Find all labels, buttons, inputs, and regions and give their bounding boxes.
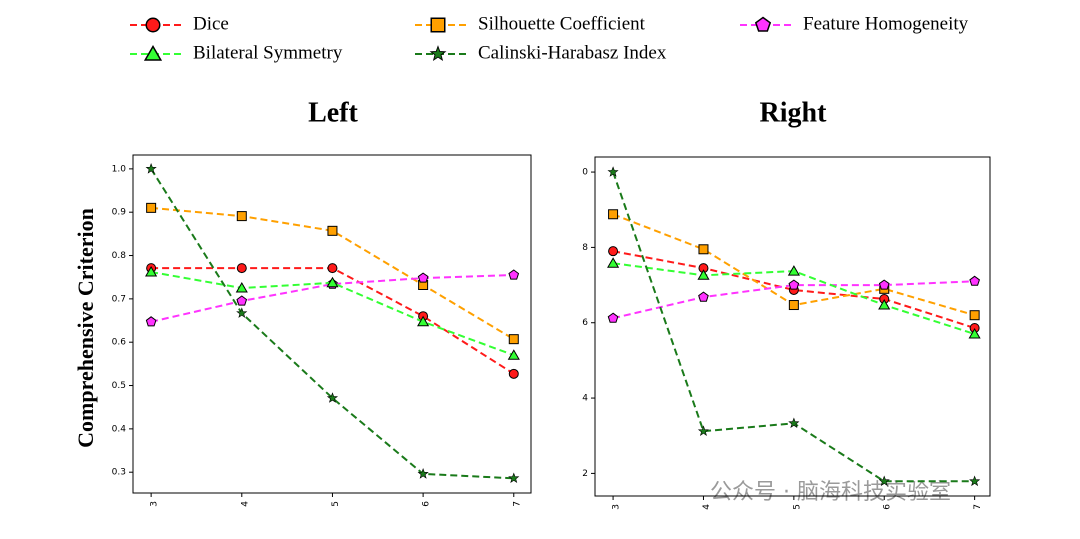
x-tick-label: 7 (512, 501, 522, 507)
marker (417, 468, 429, 479)
marker (788, 300, 799, 311)
legend-label: Silhouette Coefficient (478, 13, 646, 34)
marker (788, 417, 800, 428)
x-tick-label: 7 (973, 504, 983, 510)
legend-marker (145, 17, 161, 33)
marker (236, 211, 247, 222)
y-tick-label: 1.0 (112, 164, 127, 174)
legend-marker (754, 16, 772, 32)
y-tick-label: 0.4 (112, 424, 127, 434)
marker (607, 257, 620, 268)
y-axis-label: Comprehensive Criterion (73, 208, 98, 448)
marker (969, 310, 980, 321)
y-tick-label: 0 (582, 168, 588, 178)
y-tick-label: 6 (582, 318, 588, 328)
legend-label: Feature Homogeneity (803, 13, 969, 34)
x-tick-label: 5 (331, 501, 341, 507)
y-tick-label: 4 (582, 394, 588, 404)
x-tick-label: 5 (792, 504, 802, 510)
marker (507, 349, 520, 360)
marker (969, 475, 981, 487)
legend-marker (429, 45, 447, 62)
marker (508, 269, 520, 280)
x-tick-label: 6 (422, 501, 432, 507)
marker (508, 368, 519, 379)
marker (788, 279, 800, 290)
marker (787, 265, 800, 276)
y-tick-label: 2 (582, 469, 588, 479)
y-tick-label: 0.5 (112, 381, 126, 391)
x-tick-label: 4 (240, 501, 250, 507)
marker (326, 276, 339, 288)
y-tick-label: 8 (582, 243, 588, 253)
y-tick-label: 0.8 (112, 251, 127, 261)
marker (417, 315, 430, 327)
marker (236, 263, 247, 274)
marker (326, 392, 339, 403)
legend-label: Bilateral Symmetry (193, 42, 343, 63)
marker (608, 209, 619, 220)
marker (878, 475, 890, 487)
series-line (612, 171, 975, 483)
legend-label: Calinski-Harabasz Index (478, 42, 667, 63)
marker (417, 272, 429, 283)
marker (607, 166, 619, 177)
x-tick-label: 3 (150, 501, 160, 507)
marker (508, 334, 519, 345)
chart-title: Right (760, 97, 828, 128)
y-tick-label: 0.6 (112, 338, 127, 348)
legend-label: Dice (193, 13, 229, 34)
plot-frame (132, 154, 532, 494)
marker (878, 279, 890, 290)
series-line (612, 280, 975, 320)
marker (608, 246, 619, 257)
legend-marker (143, 45, 163, 61)
plot-frame (594, 156, 991, 497)
chart-title: Left (308, 97, 358, 128)
marker (698, 291, 709, 302)
marker (327, 225, 338, 236)
marker (235, 282, 248, 293)
marker (607, 312, 619, 323)
marker (327, 263, 338, 274)
y-tick-label: 0.3 (112, 468, 126, 478)
y-tick-label: 0.7 (112, 294, 126, 304)
marker (145, 316, 157, 327)
legend-marker (430, 17, 446, 33)
marker (236, 295, 248, 306)
series-line (612, 250, 975, 329)
marker (697, 269, 710, 280)
x-tick-label: 3 (612, 504, 622, 510)
marker (236, 307, 248, 318)
x-tick-label: 6 (883, 504, 893, 510)
marker (145, 163, 157, 174)
watermark: 公众号 · 脑海科技实验室 (710, 480, 951, 505)
series-line (150, 168, 514, 480)
marker (968, 328, 981, 339)
marker (969, 275, 980, 286)
marker (146, 202, 157, 213)
marker (145, 266, 158, 277)
y-tick-label: 0.9 (112, 208, 127, 218)
marker (508, 472, 520, 483)
marker (697, 425, 709, 437)
marker (698, 244, 709, 255)
x-tick-label: 4 (702, 504, 712, 510)
marker (878, 299, 891, 310)
